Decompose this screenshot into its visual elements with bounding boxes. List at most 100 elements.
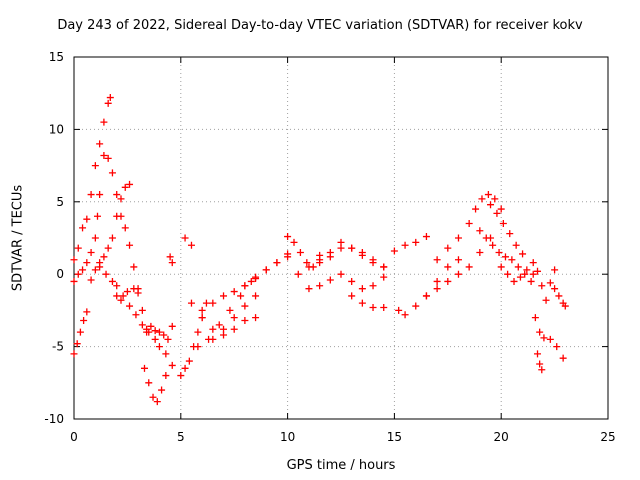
data-point-plus — [181, 364, 189, 372]
data-point-plus — [155, 343, 163, 351]
chart-title: Day 243 of 2022, Sidereal Day-to-day VTE… — [57, 18, 583, 33]
data-point-plus — [87, 191, 95, 199]
series-sat-j — [166, 253, 176, 267]
data-point-plus — [117, 195, 125, 203]
data-point-plus — [542, 296, 550, 304]
data-point-plus — [395, 306, 403, 314]
data-point-plus — [162, 350, 170, 358]
data-point-plus — [527, 277, 535, 285]
data-point-plus — [252, 292, 260, 300]
series-sat-l — [181, 234, 195, 249]
data-point-plus — [497, 205, 505, 213]
data-point-plus — [531, 314, 539, 322]
data-point-plus — [168, 322, 176, 330]
data-point-plus — [187, 241, 195, 249]
data-point-plus — [252, 273, 260, 281]
data-point-plus — [495, 248, 503, 256]
data-point-plus — [177, 372, 185, 380]
data-point-plus — [198, 306, 206, 314]
data-point-plus — [433, 277, 441, 285]
data-point-plus — [422, 292, 430, 300]
data-point-plus — [296, 248, 304, 256]
data-point-plus — [551, 285, 559, 293]
data-point-plus — [326, 276, 334, 284]
data-point-plus — [220, 325, 228, 333]
data-point-plus — [504, 270, 512, 278]
x-axis-label: GPS time / hours — [286, 458, 396, 473]
series-sat-t — [305, 270, 377, 293]
data-point-plus — [553, 343, 561, 351]
data-point-plus — [96, 263, 104, 271]
data-point-plus — [123, 288, 131, 296]
data-point-plus — [108, 169, 116, 177]
data-point-plus — [220, 292, 228, 300]
series-sat-ab — [487, 201, 527, 258]
data-point-plus — [510, 277, 518, 285]
data-point-plus — [508, 256, 516, 264]
data-point-plus — [83, 259, 91, 267]
data-point-plus — [134, 289, 142, 297]
data-point-plus — [401, 311, 409, 319]
data-point-plus — [113, 191, 121, 199]
data-point-plus — [284, 233, 292, 241]
data-point-plus — [262, 266, 270, 274]
axis-ticks: 0 5 10 15 20 25 -10 -5 0 5 10 15 — [44, 50, 615, 444]
data-point-plus — [117, 212, 125, 220]
y-tick-label: -10 — [44, 412, 64, 426]
series-sat-p — [209, 292, 260, 343]
series-sat-y — [422, 234, 495, 300]
data-point-plus — [126, 241, 134, 249]
data-point-plus — [209, 335, 217, 343]
data-point-plus — [96, 140, 104, 148]
data-point-plus — [454, 270, 462, 278]
data-point-plus — [108, 234, 116, 242]
data-point-plus — [80, 317, 88, 325]
data-point-plus — [476, 227, 484, 235]
data-point-plus — [106, 94, 114, 102]
data-point-plus — [121, 183, 129, 191]
data-point-plus — [454, 256, 462, 264]
data-point-plus — [132, 311, 140, 319]
data-point-plus — [538, 282, 546, 290]
data-point-plus — [230, 325, 238, 333]
data-point-plus — [512, 241, 520, 249]
data-point-plus — [348, 292, 356, 300]
data-point-plus — [126, 180, 134, 188]
data-point-plus — [433, 256, 441, 264]
data-point-plus — [540, 334, 548, 342]
data-point-plus — [412, 302, 420, 310]
data-point-plus — [187, 299, 195, 307]
data-point-plus — [108, 277, 116, 285]
series-sat-q — [241, 250, 292, 290]
data-point-plus — [326, 253, 334, 261]
data-point-plus — [444, 263, 452, 271]
data-point-plus — [166, 253, 174, 261]
data-point-plus — [230, 314, 238, 322]
data-point-plus — [273, 259, 281, 267]
y-tick-label: 15 — [49, 50, 64, 64]
data-point-plus — [198, 314, 206, 322]
series-sat-r — [284, 233, 324, 271]
data-points — [70, 94, 569, 406]
data-point-plus — [316, 259, 324, 267]
data-point-plus — [472, 205, 480, 213]
data-point-plus — [104, 154, 112, 162]
data-point-plus — [493, 209, 501, 217]
series-sat-a — [70, 94, 114, 264]
data-point-plus — [444, 244, 452, 252]
data-point-plus — [478, 195, 486, 203]
data-point-plus — [230, 288, 238, 296]
data-point-plus — [102, 270, 110, 278]
data-point-plus — [104, 244, 112, 252]
data-point-plus — [151, 327, 159, 335]
data-point-plus — [237, 292, 245, 300]
series-sat-af — [534, 350, 546, 374]
data-point-plus — [559, 354, 567, 362]
data-point-plus — [209, 325, 217, 333]
data-point-plus — [252, 314, 260, 322]
data-point-plus — [138, 321, 146, 329]
data-point-plus — [70, 350, 78, 358]
x-tick-label: 15 — [387, 430, 402, 444]
x-tick-label: 25 — [600, 430, 615, 444]
data-point-plus — [202, 299, 210, 307]
